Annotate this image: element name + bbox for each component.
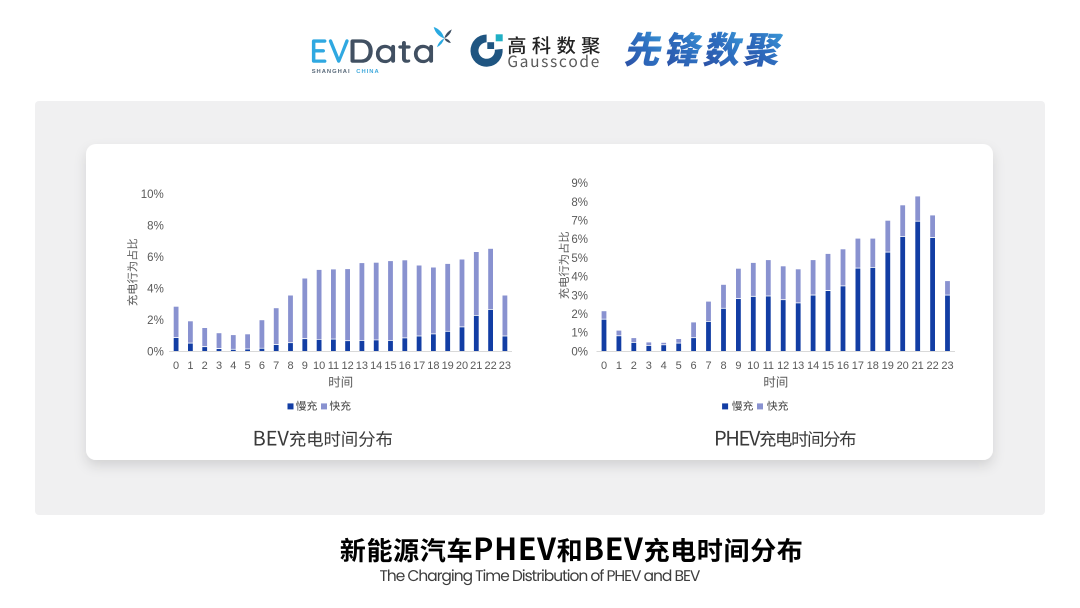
svg-text:21: 21 (470, 360, 482, 372)
svg-text:2: 2 (202, 360, 208, 372)
svg-text:17: 17 (413, 360, 425, 372)
svg-text:3: 3 (216, 360, 222, 372)
svg-text:0: 0 (601, 360, 607, 372)
svg-text:20: 20 (897, 360, 909, 372)
svg-text:4: 4 (661, 360, 667, 372)
svg-text:0: 0 (173, 360, 179, 372)
svg-text:9: 9 (302, 360, 308, 372)
svg-text:SHANGHAI: SHANGHAI (312, 69, 351, 75)
svg-text:1: 1 (187, 360, 193, 372)
svg-text:10: 10 (747, 360, 759, 372)
svg-text:5%: 5% (571, 253, 588, 265)
svg-text:9%: 9% (571, 178, 588, 190)
svg-text:11: 11 (328, 360, 339, 372)
svg-text:8: 8 (287, 360, 293, 372)
svg-text:13: 13 (792, 360, 804, 372)
svg-text:6: 6 (691, 360, 697, 372)
svg-text:5: 5 (676, 360, 682, 372)
svg-text:17: 17 (852, 360, 864, 372)
svg-text:4: 4 (230, 360, 236, 372)
svg-text:8%: 8% (147, 221, 164, 233)
svg-text:12: 12 (341, 360, 353, 372)
svg-text:3: 3 (646, 360, 652, 372)
svg-text:18: 18 (867, 360, 879, 372)
svg-text:4%: 4% (571, 272, 588, 284)
svg-text:8%: 8% (571, 197, 588, 209)
svg-text:21: 21 (912, 360, 924, 372)
svg-text:10: 10 (313, 360, 325, 372)
svg-text:16: 16 (837, 360, 849, 372)
svg-text:1: 1 (616, 360, 622, 372)
svg-text:5: 5 (245, 360, 251, 372)
svg-text:20: 20 (456, 360, 468, 372)
svg-text:7: 7 (705, 360, 711, 372)
svg-text:13: 13 (356, 360, 368, 372)
svg-text:12: 12 (777, 360, 789, 372)
svg-text:2%: 2% (571, 309, 588, 321)
svg-text:15: 15 (384, 360, 396, 372)
svg-text:4%: 4% (147, 284, 164, 296)
svg-text:6: 6 (259, 360, 265, 372)
svg-text:0%: 0% (571, 346, 588, 358)
svg-text:7: 7 (273, 360, 279, 372)
svg-text:14: 14 (370, 360, 382, 372)
svg-text:18: 18 (427, 360, 439, 372)
svg-text:CHINA: CHINA (356, 69, 379, 75)
svg-text:6%: 6% (147, 252, 164, 264)
svg-text:3%: 3% (571, 290, 588, 302)
svg-text:10%: 10% (141, 189, 164, 201)
svg-text:11: 11 (763, 360, 774, 372)
svg-text:2%: 2% (147, 315, 164, 327)
svg-text:6%: 6% (571, 234, 588, 246)
svg-text:1%: 1% (571, 328, 588, 340)
svg-text:7%: 7% (571, 216, 588, 228)
svg-text:23: 23 (941, 360, 953, 372)
svg-text:8: 8 (720, 360, 726, 372)
svg-text:14: 14 (807, 360, 819, 372)
svg-text:19: 19 (442, 360, 454, 372)
svg-text:19: 19 (882, 360, 894, 372)
svg-text:16: 16 (399, 360, 411, 372)
svg-text:23: 23 (499, 360, 511, 372)
svg-text:0%: 0% (147, 346, 164, 358)
svg-text:9: 9 (735, 360, 741, 372)
svg-text:15: 15 (822, 360, 834, 372)
svg-text:2: 2 (631, 360, 637, 372)
svg-text:22: 22 (926, 360, 938, 372)
svg-text:22: 22 (484, 360, 496, 372)
